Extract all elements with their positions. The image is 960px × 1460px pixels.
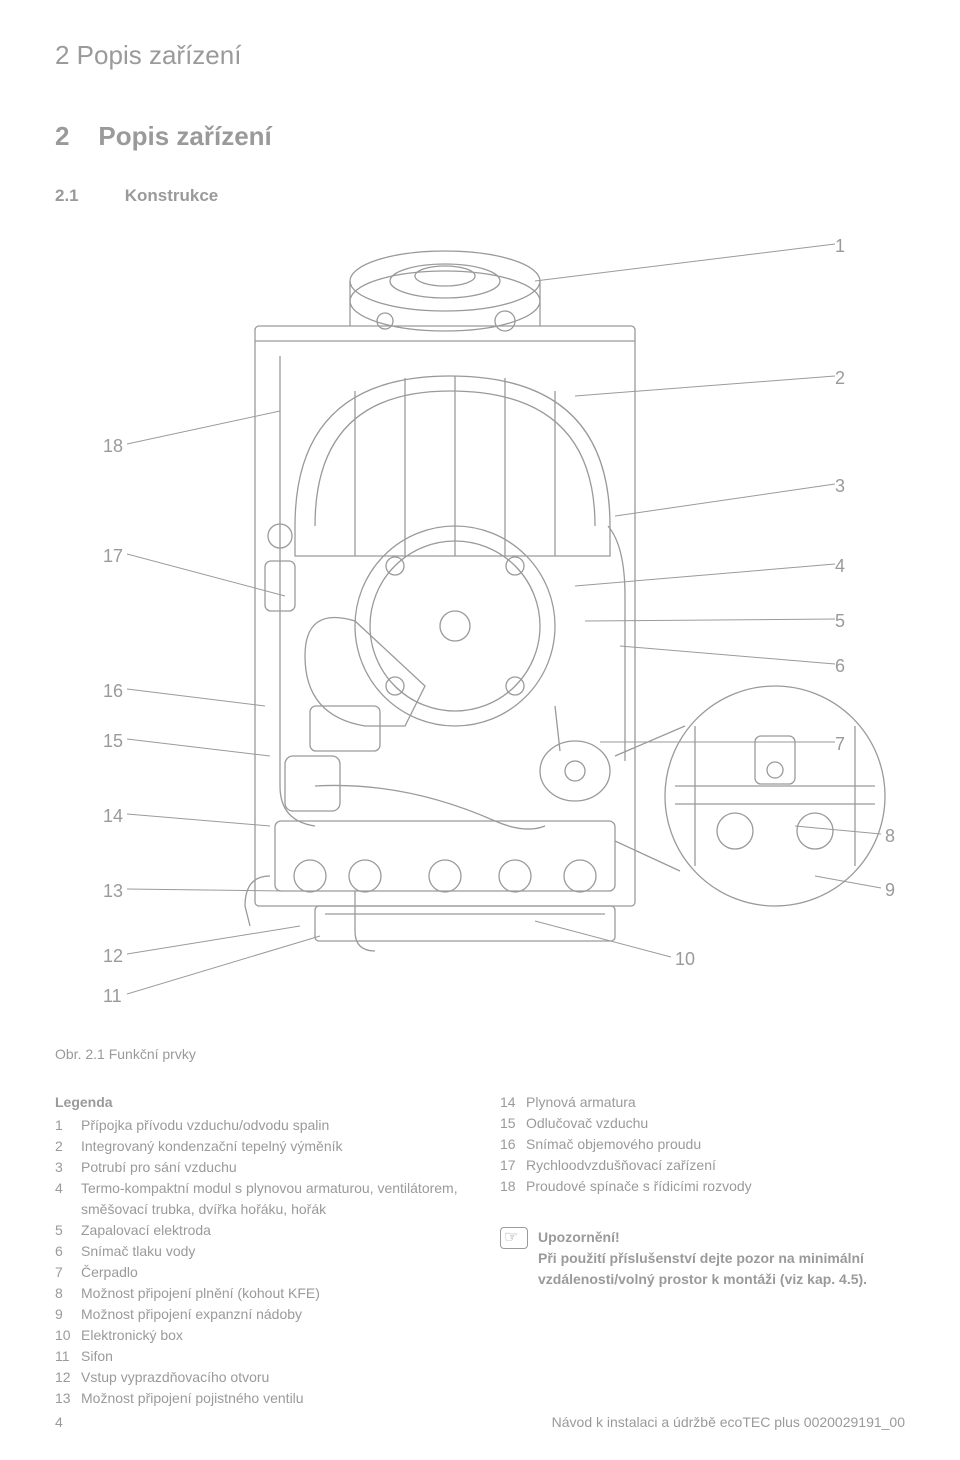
- callout-18: 18: [103, 436, 123, 457]
- hand-point-icon: [500, 1227, 528, 1249]
- legend-text: Odlučovač vzduchu: [526, 1113, 648, 1134]
- callout-4: 4: [835, 556, 845, 577]
- legend-left-col: Legenda 1Přípojka přívodu vzduchu/odvodu…: [55, 1092, 460, 1409]
- legend-text: Možnost připojení pojistného ventilu: [81, 1388, 304, 1409]
- legend-text: Rychloodvzdušňovací zařízení: [526, 1155, 716, 1176]
- legend-item-3: 3Potrubí pro sání vzduchu: [55, 1157, 460, 1178]
- callout-10: 10: [675, 949, 695, 970]
- legend-num: 13: [55, 1388, 81, 1409]
- legend-text: Přípojka přívodu vzduchu/odvodu spalin: [81, 1115, 329, 1136]
- callout-16: 16: [103, 681, 123, 702]
- legend-item-13: 13Možnost připojení pojistného ventilu: [55, 1388, 460, 1409]
- boiler-diagram: [55, 226, 905, 1036]
- figure-caption: Obr. 2.1 Funkční prvky: [55, 1046, 905, 1062]
- note-text: Upozornění! Při použití příslušenství de…: [538, 1227, 905, 1290]
- legend-num: 6: [55, 1241, 81, 1262]
- callout-15: 15: [103, 731, 123, 752]
- legend-item-2: 2Integrovaný kondenzační tepelný výměník: [55, 1136, 460, 1157]
- running-header: 2 Popis zařízení: [55, 40, 905, 71]
- legend-item-16: 16Snímač objemového proudu: [500, 1134, 905, 1155]
- legend-text: Integrovaný kondenzační tepelný výměník: [81, 1136, 343, 1157]
- legend-text: Sifon: [81, 1346, 113, 1367]
- note-box: Upozornění! Při použití příslušenství de…: [500, 1227, 905, 1290]
- note-body: Při použití příslušenství dejte pozor na…: [538, 1250, 867, 1287]
- legend-text: Možnost připojení expanzní nádoby: [81, 1304, 302, 1325]
- callout-8: 8: [885, 826, 895, 847]
- chapter-num: 2: [55, 121, 69, 151]
- legend-num: 2: [55, 1136, 81, 1157]
- callout-6: 6: [835, 656, 845, 677]
- legend-item-14: 14Plynová armatura: [500, 1092, 905, 1113]
- legend-item-5: 5Zapalovací elektroda: [55, 1220, 460, 1241]
- legend-text: Plynová armatura: [526, 1092, 636, 1113]
- legend-text: Vstup vyprazdňovacího otvoru: [81, 1367, 269, 1388]
- diagram-area: 123456789101817161514131211: [55, 226, 905, 1036]
- callout-3: 3: [835, 476, 845, 497]
- section-title: 2.1 Konstrukce: [55, 186, 905, 206]
- legend-text: Zapalovací elektroda: [81, 1220, 211, 1241]
- legend-item-12: 12Vstup vyprazdňovacího otvoru: [55, 1367, 460, 1388]
- legend-text: Proudové spínače s řídicími rozvody: [526, 1176, 752, 1197]
- chapter-title: 2 Popis zařízení: [55, 121, 905, 152]
- legend-columns: Legenda 1Přípojka přívodu vzduchu/odvodu…: [55, 1092, 905, 1409]
- legend-text: Snímač objemového proudu: [526, 1134, 701, 1155]
- legend-num: 11: [55, 1346, 81, 1367]
- legend-num: 5: [55, 1220, 81, 1241]
- legend-num: 18: [500, 1176, 526, 1197]
- page-number: 4: [55, 1414, 63, 1430]
- legend-item-10: 10Elektronický box: [55, 1325, 460, 1346]
- legend-text: Termo-kompaktní modul s plynovou armatur…: [81, 1178, 460, 1220]
- callout-13: 13: [103, 881, 123, 902]
- section-num: 2.1: [55, 186, 120, 206]
- chapter-text: Popis zařízení: [98, 121, 271, 151]
- section-text: Konstrukce: [125, 186, 219, 205]
- legend-num: 7: [55, 1262, 81, 1283]
- callout-11: 11: [103, 986, 122, 1007]
- legend-text: Snímač tlaku vody: [81, 1241, 195, 1262]
- legend-num: 8: [55, 1283, 81, 1304]
- legend-item-1: 1Přípojka přívodu vzduchu/odvodu spalin: [55, 1115, 460, 1136]
- callout-1: 1: [835, 236, 845, 257]
- legend-item-6: 6Snímač tlaku vody: [55, 1241, 460, 1262]
- callout-17: 17: [103, 546, 123, 567]
- legend-text: Elektronický box: [81, 1325, 183, 1346]
- doc-id: Návod k instalaci a údržbě ecoTEC plus 0…: [552, 1414, 905, 1430]
- callout-7: 7: [835, 734, 845, 755]
- callout-5: 5: [835, 611, 845, 632]
- legend-num: 10: [55, 1325, 81, 1346]
- legend-item-11: 11Sifon: [55, 1346, 460, 1367]
- legend-text: Potrubí pro sání vzduchu: [81, 1157, 237, 1178]
- legend-num: 12: [55, 1367, 81, 1388]
- legend-num: 3: [55, 1157, 81, 1178]
- legend-title: Legenda: [55, 1092, 460, 1113]
- legend-text: Možnost připojení plnění (kohout KFE): [81, 1283, 320, 1304]
- legend-item-15: 15Odlučovač vzduchu: [500, 1113, 905, 1134]
- legend-text: Čerpadlo: [81, 1262, 138, 1283]
- legend-item-4: 4Termo-kompaktní modul s plynovou armatu…: [55, 1178, 460, 1220]
- legend-item-18: 18Proudové spínače s řídicími rozvody: [500, 1176, 905, 1197]
- callout-2: 2: [835, 368, 845, 389]
- legend-item-17: 17Rychloodvzdušňovací zařízení: [500, 1155, 905, 1176]
- legend-item-8: 8Možnost připojení plnění (kohout KFE): [55, 1283, 460, 1304]
- callout-12: 12: [103, 946, 123, 967]
- legend-item-7: 7Čerpadlo: [55, 1262, 460, 1283]
- legend-right-col: 14Plynová armatura15Odlučovač vzduchu16S…: [500, 1092, 905, 1409]
- callout-14: 14: [103, 806, 123, 827]
- legend-num: 16: [500, 1134, 526, 1155]
- legend-num: 14: [500, 1092, 526, 1113]
- legend-num: 15: [500, 1113, 526, 1134]
- legend-num: 4: [55, 1178, 81, 1220]
- legend-num: 9: [55, 1304, 81, 1325]
- legend-item-9: 9Možnost připojení expanzní nádoby: [55, 1304, 460, 1325]
- legend-num: 1: [55, 1115, 81, 1136]
- callout-9: 9: [885, 880, 895, 901]
- note-title: Upozornění!: [538, 1229, 620, 1245]
- page-footer: 4 Návod k instalaci a údržbě ecoTEC plus…: [55, 1414, 905, 1430]
- legend-num: 17: [500, 1155, 526, 1176]
